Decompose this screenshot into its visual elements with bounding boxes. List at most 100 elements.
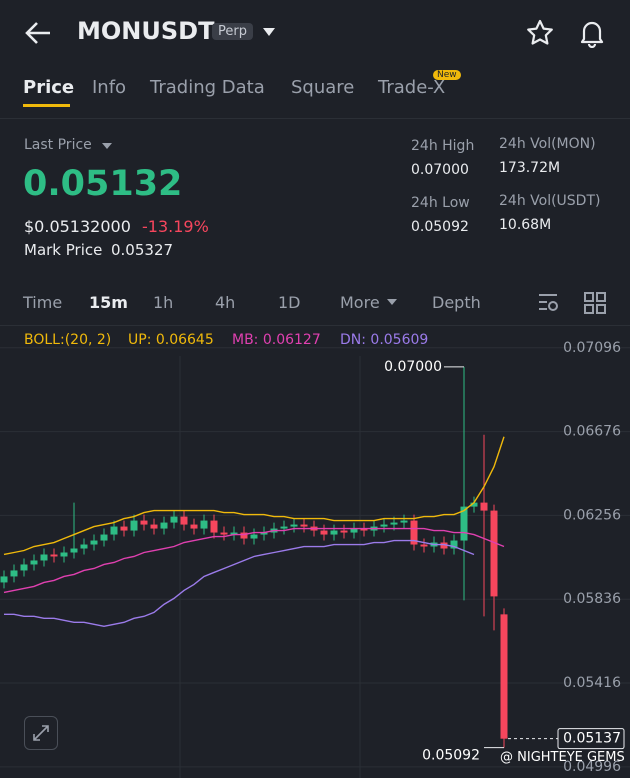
candle-body <box>350 528 358 533</box>
interval[interactable]: 1h <box>153 293 174 312</box>
candle-body <box>380 524 388 527</box>
candle-body <box>320 530 328 535</box>
candle-body <box>30 560 38 565</box>
interval[interactable]: 4h <box>215 293 236 312</box>
interval[interactable]: 15m <box>89 293 128 312</box>
interval[interactable]: 1D <box>278 293 301 312</box>
candle-body <box>100 534 108 541</box>
stat-value: 10.68M <box>499 217 552 233</box>
interval[interactable]: More <box>340 293 380 312</box>
tab[interactable]: Trading Data <box>150 77 265 98</box>
tab[interactable]: Trade-X <box>378 77 446 98</box>
candle-body <box>300 524 308 527</box>
y-tick-label: 0.07096 <box>563 340 621 356</box>
notification-button[interactable] <box>578 18 606 48</box>
usd-price: $0.05132000 <box>24 217 131 236</box>
y-tick-label: 0.05836 <box>563 591 621 607</box>
boll-up: UP: 0.06645 <box>128 332 214 348</box>
candle-body <box>490 510 498 597</box>
candle-body <box>0 576 8 583</box>
last-price-box <box>557 728 625 750</box>
candle-body <box>480 502 488 511</box>
candle-body <box>500 614 508 739</box>
more-dropdown[interactable] <box>386 298 398 306</box>
y-tick-label: 0.05416 <box>563 675 621 691</box>
candle-body <box>200 520 208 529</box>
candle-body <box>460 506 468 541</box>
back-button[interactable] <box>24 20 52 46</box>
stat-value: 0.05092 <box>411 219 469 235</box>
low-annotation: 0.05092 <box>422 748 480 764</box>
candle-body <box>390 522 398 525</box>
active-tab-indicator <box>23 104 70 107</box>
last-price: 0.05132 <box>23 164 183 204</box>
stat-label: 24h Low <box>411 195 470 211</box>
favorite-button[interactable] <box>526 19 554 47</box>
divider <box>0 118 630 119</box>
candle-body <box>210 520 218 533</box>
boll-line <box>4 539 475 628</box>
candle-body <box>250 534 258 539</box>
tab[interactable]: Square <box>291 77 355 98</box>
tab[interactable]: Price <box>23 77 75 98</box>
candle-body <box>180 516 188 525</box>
candle-body <box>70 548 78 553</box>
watermark: @ NIGHTEYE GEMS <box>500 750 625 765</box>
candle-body <box>120 526 128 531</box>
candle-body <box>20 564 28 571</box>
boll-dn: DN: 0.05609 <box>340 332 429 348</box>
candle-body <box>330 530 338 535</box>
chart-settings-button[interactable] <box>537 291 561 315</box>
mark-price: 0.05327 <box>111 241 174 259</box>
y-tick-label: 0.04996 <box>563 759 621 775</box>
candle-body <box>190 524 198 529</box>
symbol-title[interactable]: MONUSDT <box>77 17 215 45</box>
candle-body <box>440 542 448 549</box>
price-change: -13.19% <box>142 217 209 236</box>
candle-body <box>140 520 148 525</box>
layout-button[interactable] <box>584 292 606 314</box>
last-price-label[interactable]: Last Price <box>24 137 92 153</box>
y-tick-label: 0.06676 <box>563 424 621 440</box>
high-annotation: 0.07000 <box>384 359 442 375</box>
candle-body <box>110 526 118 535</box>
stat-label: 24h Vol(USDT) <box>499 193 601 209</box>
interval[interactable]: Time <box>23 293 63 312</box>
last-price-label: 0.05137 <box>563 731 621 747</box>
candle-body <box>470 502 478 507</box>
candle-body <box>420 544 428 547</box>
new-badge: New <box>433 70 461 80</box>
candle-body <box>170 516 178 523</box>
boll-line <box>3 527 505 594</box>
mark-price-label: Mark Price <box>24 241 103 259</box>
candle-body <box>80 544 88 549</box>
candle-body <box>10 570 18 577</box>
candle-body <box>290 524 298 527</box>
stat-value: 0.07000 <box>411 162 469 178</box>
candle-body <box>230 532 238 535</box>
contract-badge: Perp <box>212 23 253 40</box>
candlestick-chart[interactable]: 0.07096 0.06676 0.06256 0.05836 0.05416 0.049… <box>0 326 630 778</box>
candle-body <box>340 530 348 533</box>
tab[interactable]: Info <box>92 77 127 98</box>
last-price-dropdown[interactable] <box>101 142 113 150</box>
candle-body <box>360 528 368 531</box>
candle-body <box>280 526 288 529</box>
candle-body <box>450 540 458 549</box>
candle-body <box>220 532 228 535</box>
y-tick-label: 0.06256 <box>563 507 621 523</box>
fullscreen-button[interactable] <box>24 716 58 750</box>
candle-body <box>50 554 58 557</box>
indicator-name: BOLL:(20, 2) <box>24 332 112 348</box>
candle-body <box>400 520 408 523</box>
boll-line <box>3 436 505 556</box>
candle-body <box>130 520 138 531</box>
stat-value: 173.72M <box>499 160 561 176</box>
stat-label: 24h High <box>411 138 475 154</box>
interval[interactable]: Depth <box>432 293 481 312</box>
fullscreen-icon <box>33 725 49 741</box>
symbol-dropdown[interactable] <box>262 27 276 37</box>
boll-mb: MB: 0.06127 <box>232 332 321 348</box>
candle-body <box>160 522 168 529</box>
